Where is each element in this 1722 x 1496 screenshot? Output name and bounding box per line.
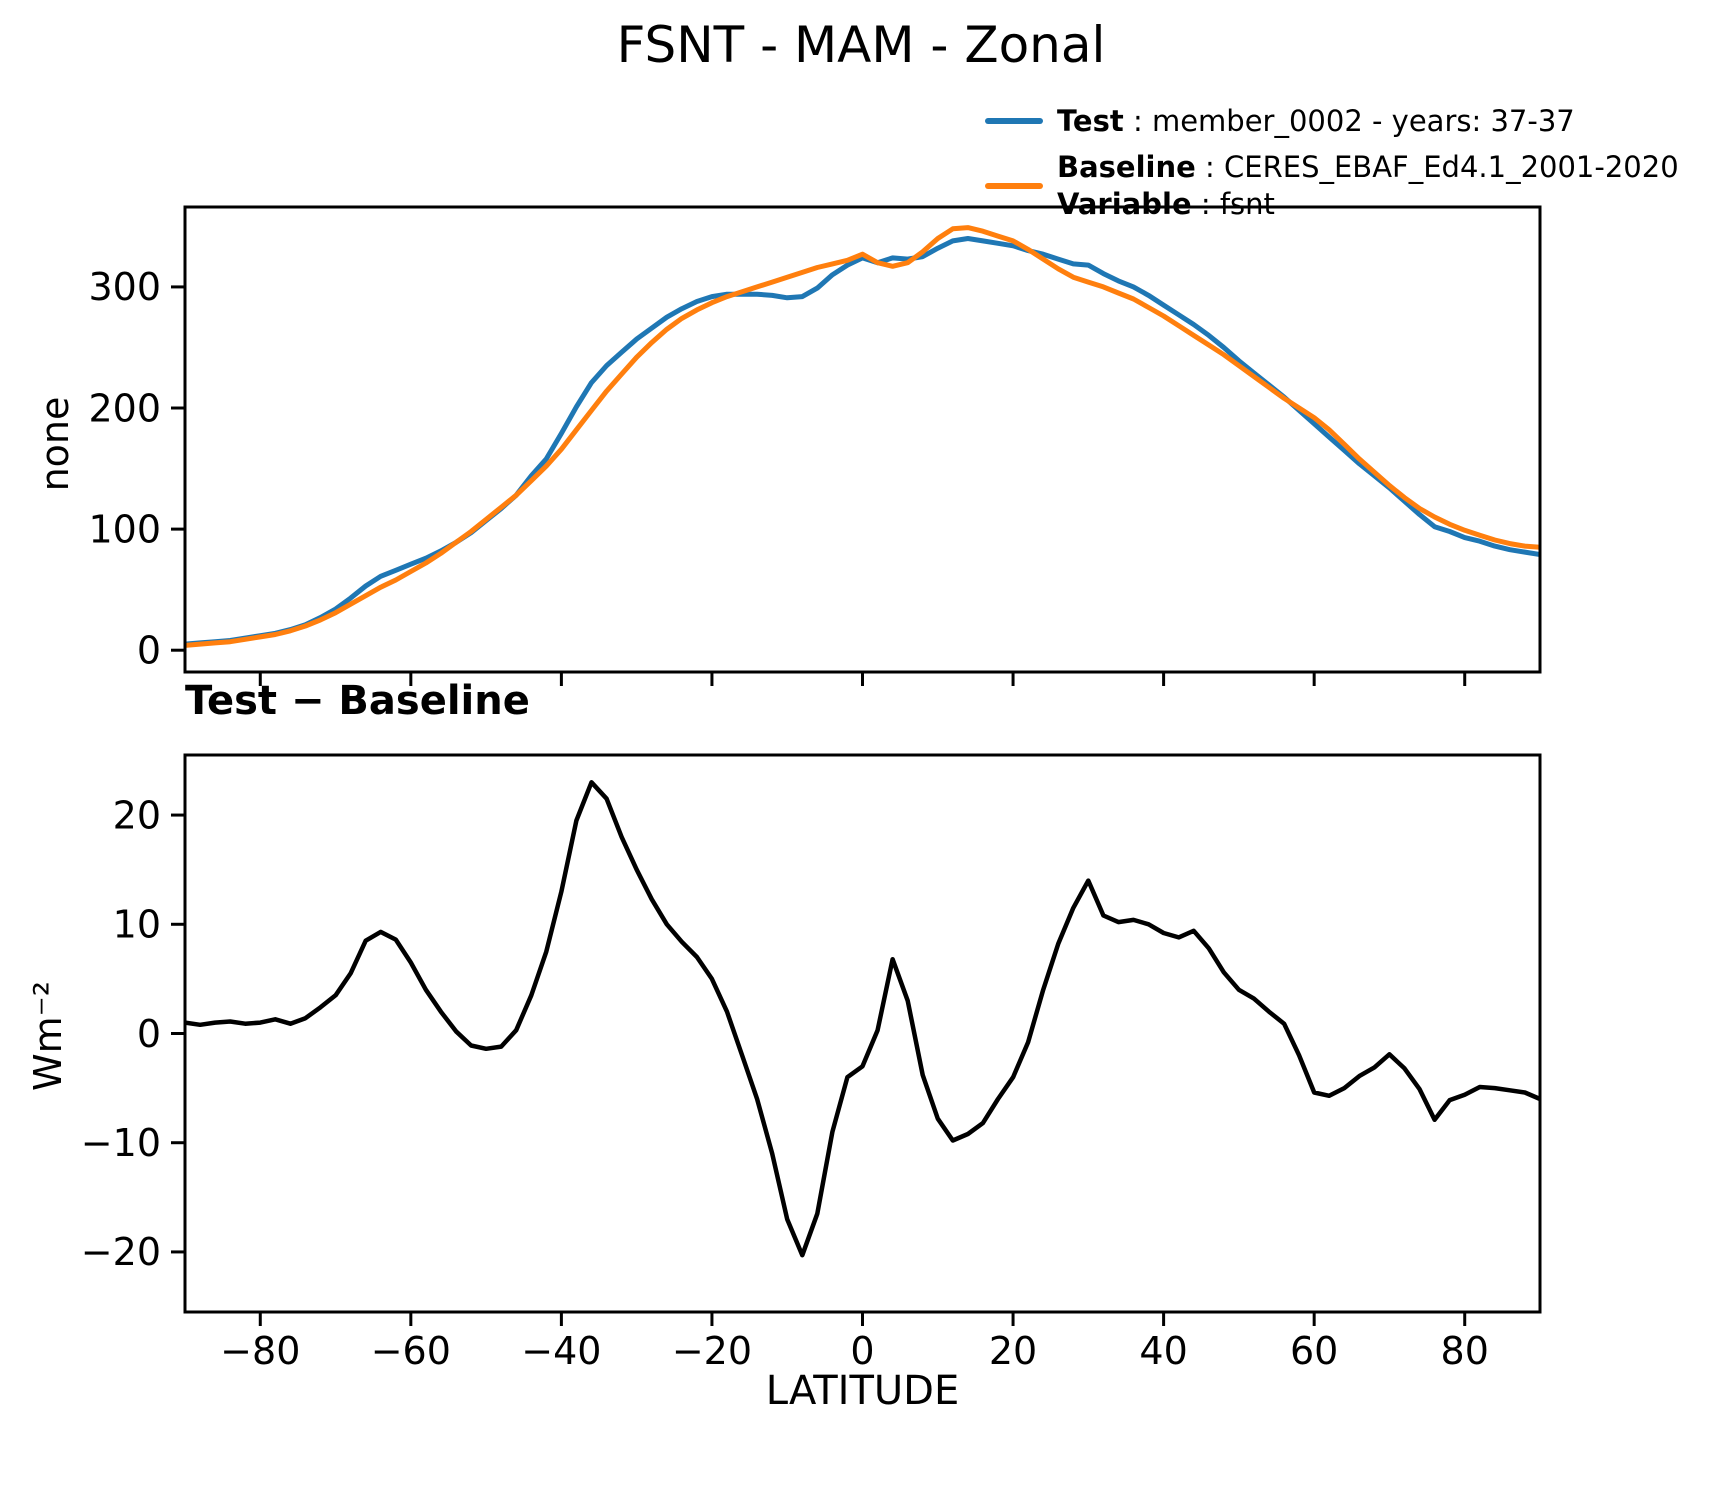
legend-entry-baseline: Baseline : CERES_EBAF_Ed4.1_2001-2020 Va… — [985, 149, 1679, 222]
svg-text:−80: −80 — [220, 1329, 300, 1373]
svg-text:10: 10 — [113, 903, 161, 947]
legend-value-test: member_0002 - years: 37-37 — [1151, 104, 1575, 138]
diff-panel-title: Test − Baseline — [185, 678, 530, 724]
svg-text:−40: −40 — [521, 1329, 601, 1373]
svg-text:−10: −10 — [81, 1121, 161, 1165]
svg-text:300: 300 — [88, 265, 161, 309]
legend-line-baseline: Baseline : CERES_EBAF_Ed4.1_2001-2020 — [1057, 149, 1679, 185]
legend-separator: : — [1123, 104, 1152, 138]
legend-label-test: Test — [1057, 104, 1124, 138]
svg-text:20: 20 — [113, 793, 161, 837]
legend-label-variable: Variable — [1057, 186, 1192, 221]
svg-text:−20: −20 — [81, 1230, 161, 1274]
svg-text:0: 0 — [137, 1012, 161, 1056]
svg-text:100: 100 — [88, 507, 161, 551]
baseline-line-swatch — [985, 182, 1043, 189]
svg-text:80: 80 — [1441, 1329, 1489, 1373]
svg-text:40: 40 — [1139, 1329, 1187, 1373]
legend-label-baseline: Baseline — [1057, 150, 1196, 185]
legend-entry-test: Test : member_0002 - years: 37-37 — [985, 103, 1679, 139]
legend-value-variable: fsnt — [1219, 186, 1275, 221]
svg-text:−20: −20 — [672, 1329, 752, 1373]
svg-text:60: 60 — [1290, 1329, 1338, 1373]
legend-line-variable: Variable : fsnt — [1057, 186, 1679, 222]
svg-text:0: 0 — [850, 1329, 874, 1373]
legend: Test : member_0002 - years: 37-37 Baseli… — [985, 103, 1679, 222]
legend-text: Test : member_0002 - years: 37-37 — [1057, 103, 1575, 139]
svg-text:20: 20 — [989, 1329, 1037, 1373]
legend-separator: : — [1191, 186, 1220, 221]
svg-text:0: 0 — [137, 629, 161, 673]
svg-text:−60: −60 — [371, 1329, 451, 1373]
x-axis-label: LATITUDE — [765, 1368, 960, 1414]
test-line-swatch — [985, 118, 1043, 125]
legend-separator: : — [1195, 150, 1225, 185]
top-panel-y-axis-label: none — [33, 396, 77, 492]
legend-value-baseline: CERES_EBAF_Ed4.1_2001-2020 — [1224, 150, 1679, 185]
svg-text:200: 200 — [88, 386, 161, 430]
legend-text-block: Baseline : CERES_EBAF_Ed4.1_2001-2020 Va… — [1057, 149, 1679, 222]
bottom-panel-y-axis-label: Wm⁻² — [26, 981, 70, 1091]
page-title: FSNT - MAM - Zonal — [616, 16, 1106, 74]
